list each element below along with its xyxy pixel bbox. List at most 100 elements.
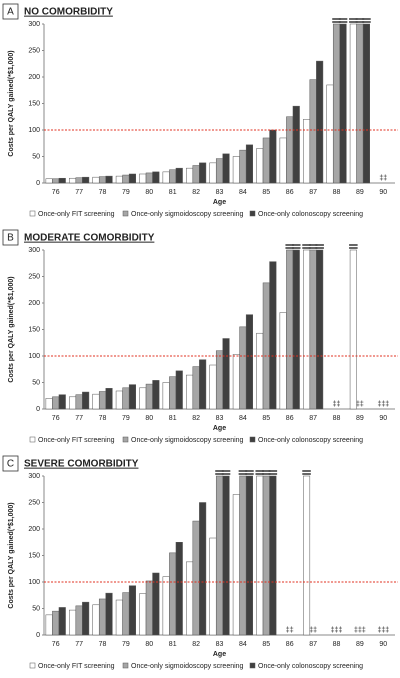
- x-tick-label: 81: [169, 415, 177, 422]
- bar: [128, 384, 136, 410]
- bar: [162, 576, 170, 636]
- bar: [75, 394, 83, 410]
- legend-swatch: [249, 210, 256, 217]
- x-tick-label: 87: [309, 189, 317, 196]
- legend-label: Once-only sigmoidoscopy screening: [131, 437, 244, 444]
- x-tick-label: 90: [379, 415, 387, 422]
- bar: [186, 167, 194, 184]
- bar: [209, 537, 217, 636]
- bar: [192, 366, 200, 410]
- x-tick-label: 87: [309, 415, 317, 422]
- bar: [326, 84, 334, 184]
- note: ‡‡: [333, 401, 341, 408]
- y-axis-label: Costs per QALY gained(*$1,000): [8, 502, 15, 608]
- legend-label: Once-only colonoscopy screening: [258, 663, 363, 670]
- bar: [245, 144, 253, 184]
- legend-swatch: [29, 662, 36, 669]
- bar: [58, 177, 66, 184]
- panel: A NO COMORBIDITY Costs per QALY gained(*$1…: [2, 3, 398, 218]
- bar: [192, 165, 200, 184]
- x-tick-label: 82: [192, 641, 200, 648]
- y-tick-label: 50: [32, 605, 40, 612]
- bar: [69, 609, 77, 636]
- bar: [303, 119, 311, 184]
- x-axis-label: Age: [213, 199, 226, 206]
- bar: [316, 249, 324, 410]
- bar: [139, 593, 147, 636]
- legend-label: Once-only FIT screening: [38, 211, 115, 218]
- bar: [105, 175, 113, 184]
- legend-label: Once-only colonoscopy screening: [258, 211, 363, 218]
- bar: [279, 312, 287, 410]
- bar: [199, 162, 207, 184]
- bar: [222, 475, 230, 636]
- bar: [222, 338, 230, 410]
- x-tick-label: 83: [216, 415, 224, 422]
- bar: [69, 177, 77, 184]
- bar: [292, 105, 300, 184]
- y-tick-label: 200: [28, 526, 40, 533]
- x-tick-label: 89: [356, 415, 364, 422]
- bar: [92, 176, 100, 184]
- bar: [122, 387, 130, 410]
- y-tick-label: 150: [28, 100, 40, 107]
- panel-title: NO COMORBIDITY: [24, 7, 113, 18]
- panel-label: C: [7, 459, 14, 470]
- y-tick-label: 200: [28, 74, 40, 81]
- x-tick-label: 81: [169, 641, 177, 648]
- bar: [115, 390, 123, 410]
- legend-label: Once-only colonoscopy screening: [258, 437, 363, 444]
- bar: [122, 174, 130, 184]
- x-tick-label: 79: [122, 641, 130, 648]
- bar: [92, 393, 100, 410]
- bar: [215, 475, 224, 636]
- bar: [152, 572, 160, 636]
- bar: [169, 169, 177, 184]
- note: ‡‡‡: [377, 401, 389, 408]
- x-axis-label: Age: [213, 425, 226, 432]
- note: ‡‡: [379, 175, 387, 182]
- x-tick-label: 88: [333, 189, 341, 196]
- y-tick-label: 100: [28, 353, 40, 360]
- bar: [209, 364, 217, 410]
- x-tick-label: 84: [239, 189, 247, 196]
- legend-swatch: [122, 436, 129, 443]
- x-tick-label: 76: [52, 189, 60, 196]
- legend-label: Once-only FIT screening: [38, 437, 115, 444]
- bar: [262, 137, 270, 184]
- x-tick-label: 80: [145, 415, 153, 422]
- legend-swatch: [29, 210, 36, 217]
- x-tick-label: 83: [216, 189, 224, 196]
- y-tick-label: 300: [28, 21, 40, 28]
- bar: [349, 249, 357, 410]
- y-tick-label: 250: [28, 499, 40, 506]
- bar: [105, 388, 113, 410]
- y-tick-label: 200: [28, 300, 40, 307]
- bar: [115, 175, 123, 184]
- x-tick-label: 85: [262, 641, 270, 648]
- panel-title: MODERATE COMORBIDITY: [24, 233, 155, 244]
- y-tick-label: 50: [32, 153, 40, 160]
- legend-swatch: [29, 436, 36, 443]
- panel-title: SEVERE COMORBIDITY: [24, 459, 139, 470]
- y-tick-label: 250: [28, 47, 40, 54]
- y-axis-label: Costs per QALY gained(*$1,000): [8, 50, 15, 156]
- x-tick-label: 77: [75, 189, 83, 196]
- bar: [356, 23, 364, 184]
- bar: [58, 394, 66, 410]
- x-tick-label: 76: [52, 641, 60, 648]
- bar: [316, 60, 324, 184]
- bar: [82, 176, 90, 184]
- x-tick-label: 76: [52, 415, 60, 422]
- bar: [332, 23, 341, 184]
- bar: [232, 354, 240, 410]
- y-tick-label: 50: [32, 379, 40, 386]
- bar: [75, 605, 83, 636]
- bar: [45, 614, 53, 636]
- bar: [256, 475, 264, 636]
- bar: [286, 116, 294, 184]
- bar: [362, 23, 370, 184]
- y-tick-label: 150: [28, 552, 40, 559]
- panel: B MODERATE COMORBIDITY Costs per QALY gain…: [2, 229, 398, 444]
- y-tick-label: 0: [36, 180, 40, 187]
